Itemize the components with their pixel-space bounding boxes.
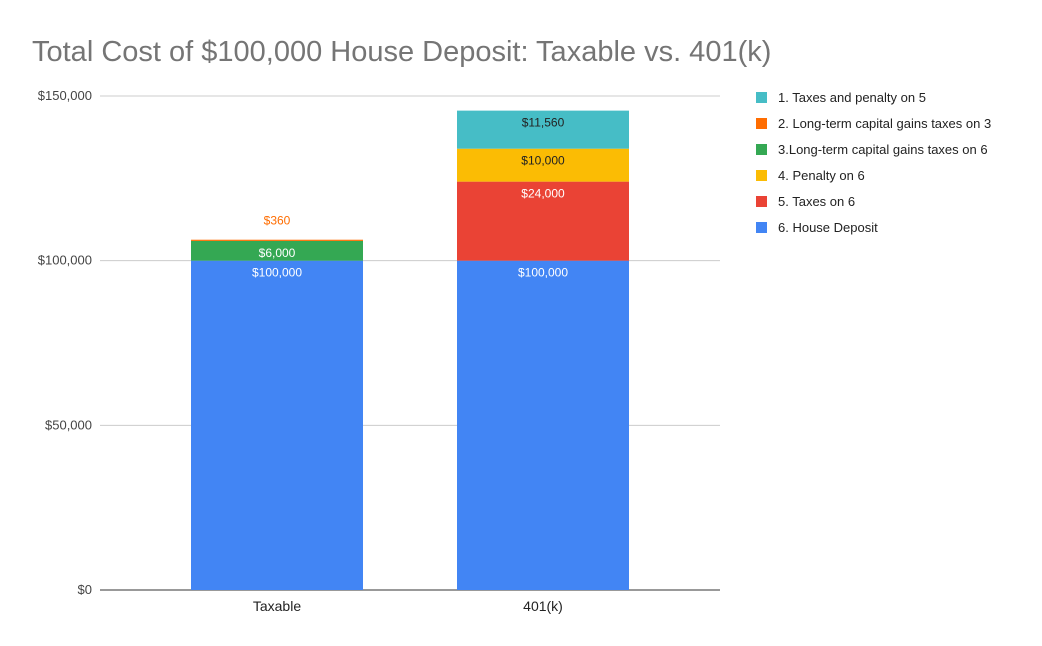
data-label: $11,560	[522, 116, 565, 130]
bars	[191, 110, 629, 590]
legend-entry: 3.Long-term capital gains taxes on 6	[778, 142, 988, 157]
y-tick-label: $0	[78, 582, 92, 597]
data-labels: $100,000 $6,000 $360 $100,000 $24,000 $10,000…	[252, 116, 568, 280]
data-label: $360	[264, 214, 291, 228]
x-axis-categories: Taxable 401(k)	[253, 598, 563, 614]
data-label: $6,000	[259, 246, 296, 260]
legend-swatch	[756, 170, 767, 181]
legend-swatch	[756, 144, 767, 155]
legend-swatch	[756, 222, 767, 233]
legend-swatch	[756, 118, 767, 129]
chart-title: Total Cost of $100,000 House Deposit: Ta…	[32, 36, 771, 68]
y-tick-label: $100,000	[38, 253, 92, 268]
legend-entry: 6. House Deposit	[778, 220, 878, 235]
data-label: $100,000	[518, 266, 568, 280]
data-label: $10,000	[521, 154, 565, 168]
y-tick-label: $150,000	[38, 88, 92, 103]
bar-segment	[191, 239, 363, 241]
bar-segment	[457, 148, 629, 182]
legend-entry: 2. Long-term capital gains taxes on 3	[778, 116, 991, 131]
bar-segment	[457, 110, 629, 149]
data-label: $24,000	[521, 187, 565, 201]
bar-segment	[191, 260, 363, 590]
y-axis-ticks: $0 $50,000 $100,000 $150,000	[38, 88, 92, 597]
bar-segment	[191, 240, 363, 261]
bar-segment	[457, 260, 629, 590]
data-label: $100,000	[252, 266, 302, 280]
legend-entry: 4. Penalty on 6	[778, 168, 865, 183]
x-category-label: Taxable	[253, 598, 301, 614]
legend-entry: 5. Taxes on 6	[778, 194, 855, 209]
legend: 1. Taxes and penalty on 5 2. Long-term ca…	[756, 90, 991, 235]
bar-segment	[457, 181, 629, 261]
legend-entry: 1. Taxes and penalty on 5	[778, 90, 926, 105]
legend-swatch	[756, 92, 767, 103]
x-category-label: 401(k)	[523, 598, 563, 614]
legend-swatch	[756, 196, 767, 207]
y-tick-label: $50,000	[45, 417, 92, 432]
